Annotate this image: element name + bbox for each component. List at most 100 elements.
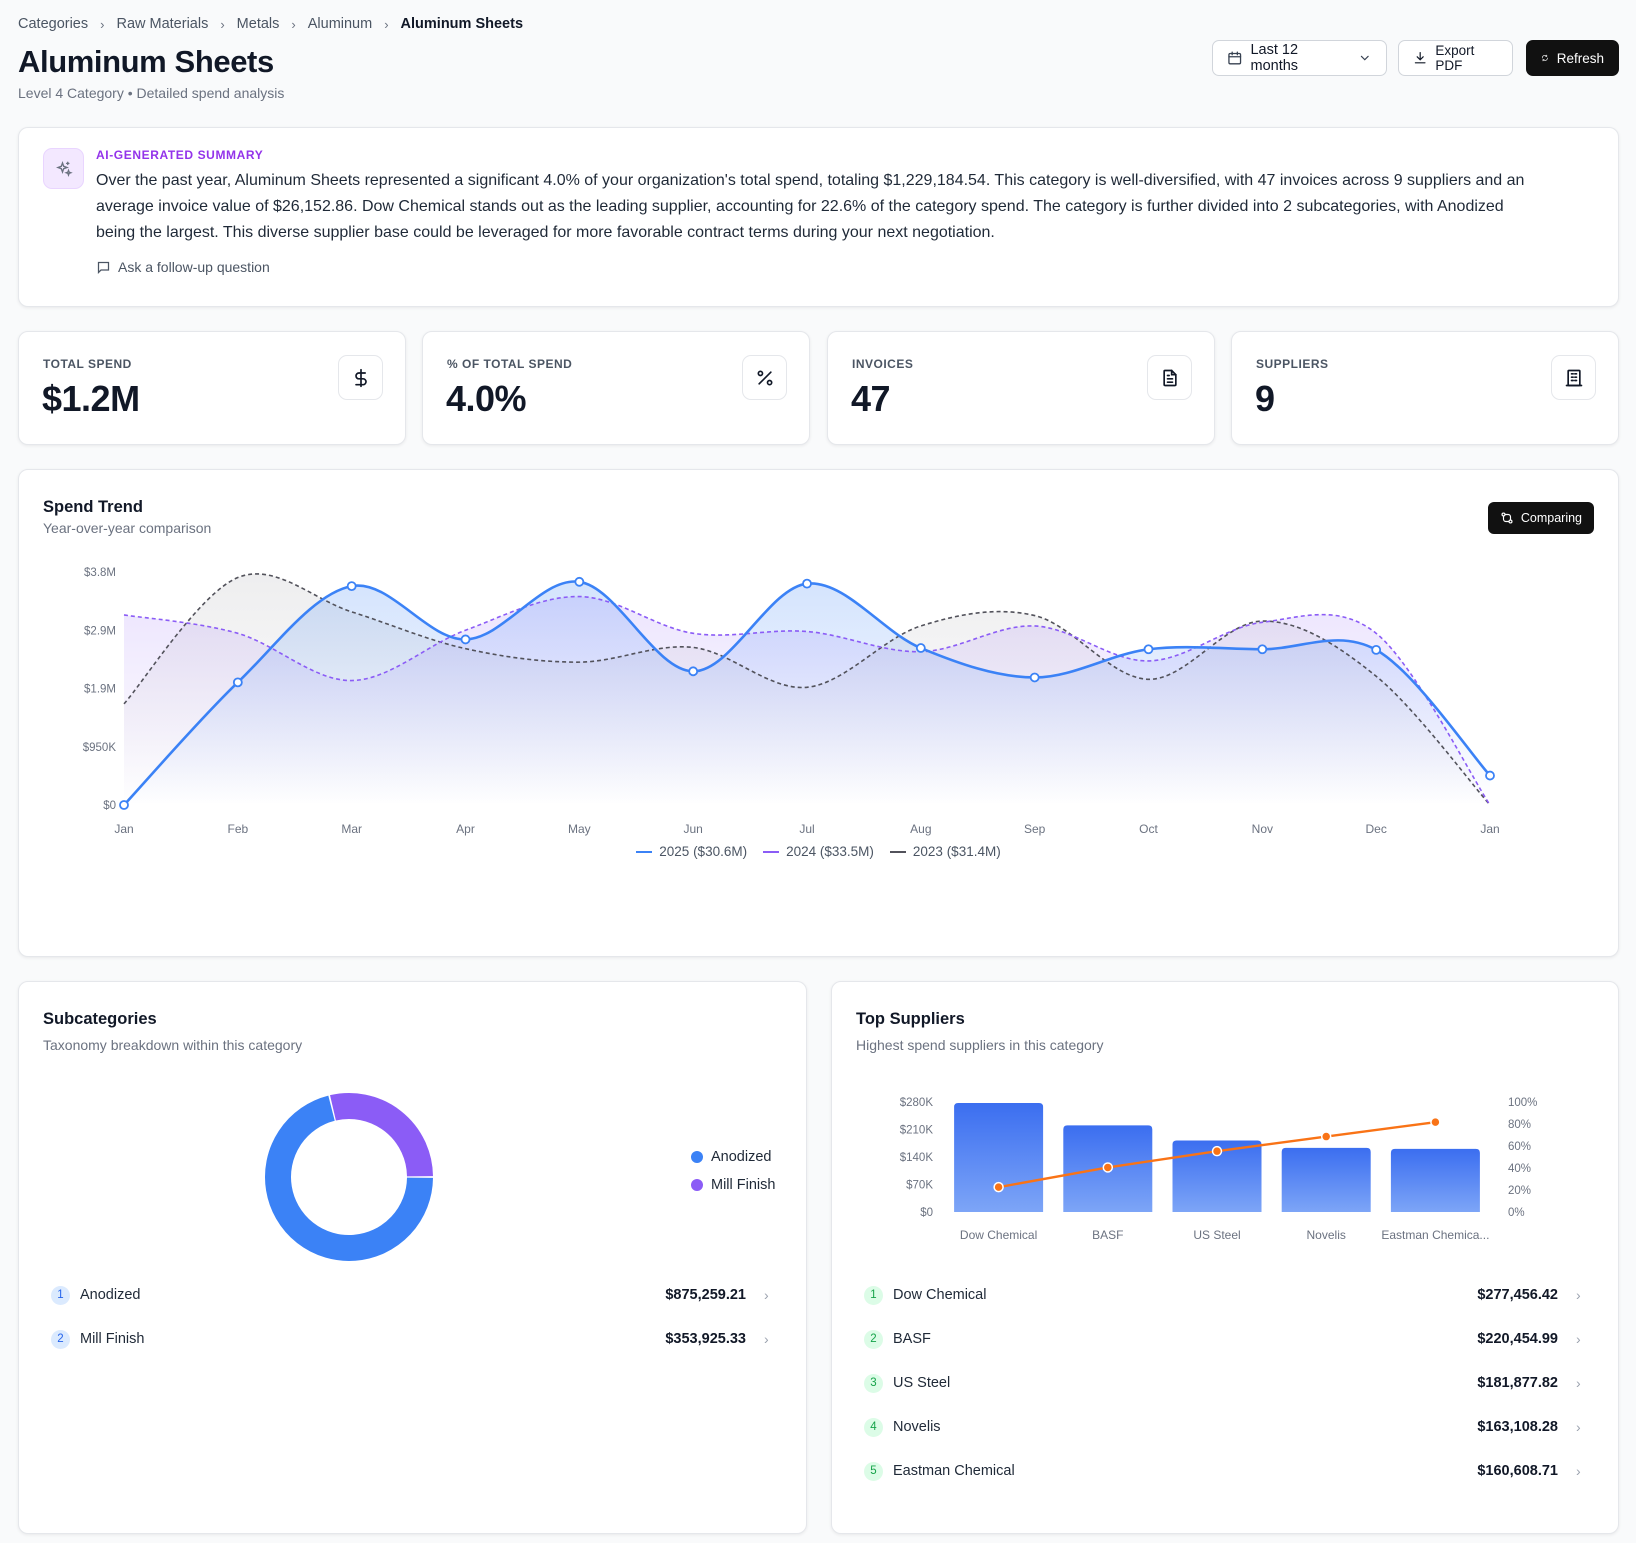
percent-icon xyxy=(742,355,787,400)
legend-item-2024[interactable]: 2024 ($33.5M) xyxy=(763,844,874,859)
sparkles-icon xyxy=(43,148,84,189)
series-line-2024 ($33.5M) xyxy=(123,595,1491,806)
breadcrumb-raw-materials[interactable]: Raw Materials xyxy=(116,16,209,32)
kpi-label: % OF TOTAL SPEND xyxy=(447,357,573,371)
kpi-value: 47 xyxy=(851,378,891,419)
x-tick-label: Aug xyxy=(910,822,931,836)
y2-tick-label: 20% xyxy=(1508,1185,1531,1197)
data-point xyxy=(802,578,812,589)
chevron-down-icon xyxy=(1361,55,1370,61)
chevron-right-icon: › xyxy=(1576,1287,1581,1303)
top-suppliers-card: Top Suppliers Highest spend suppliers in… xyxy=(831,981,1619,1534)
comparing-toggle[interactable]: Comparing xyxy=(1487,502,1594,534)
supplier-amount: $181,877.82 xyxy=(1477,1375,1558,1391)
y2-tick-label: 100% xyxy=(1508,1097,1537,1109)
x-tick-label: Dec xyxy=(1365,822,1386,836)
legend-item-2023[interactable]: 2023 ($31.4M) xyxy=(889,844,1001,859)
subcategories-title: Subcategories xyxy=(43,1010,157,1028)
x-tick-label: Dow Chemical xyxy=(960,1228,1037,1242)
supplier-amount: $163,108.28 xyxy=(1477,1419,1558,1435)
chevron-right-icon: › xyxy=(764,1287,769,1303)
spend-trend-chart: $0 $950K $1.9M $2.9M $3.8M Jan Feb Mar Apr May Jun… xyxy=(83,567,1500,836)
x-tick-label: Novelis xyxy=(1307,1228,1346,1242)
x-tick-label: Feb xyxy=(227,822,248,836)
supplier-name: US Steel xyxy=(893,1375,951,1391)
rank-badge: 3 xyxy=(864,1373,883,1393)
dollar-icon xyxy=(338,355,383,400)
bar xyxy=(1172,1140,1262,1212)
breadcrumb-aluminum[interactable]: Aluminum xyxy=(307,16,373,32)
list-item[interactable]: 3 US Steel $181,877.82 › xyxy=(864,1368,1586,1398)
list-item[interactable]: 1 Dow Chemical $277,456.42 › xyxy=(864,1280,1586,1310)
data-point xyxy=(1143,644,1154,655)
calendar-icon xyxy=(1228,51,1242,65)
donut-slice-Anodized xyxy=(265,1095,433,1261)
supplier-name: BASF xyxy=(893,1331,931,1347)
legend-label: 2024 ($33.5M) xyxy=(786,844,874,859)
kpi-value: 4.0% xyxy=(446,378,527,419)
x-tick-label: Jan xyxy=(114,822,133,836)
date-range-select[interactable]: Last 12 months xyxy=(1212,40,1387,76)
spend-trend-subtitle: Year-over-year comparison xyxy=(43,520,212,536)
chevron-right-icon: › xyxy=(100,16,105,32)
date-range-label: Last 12 months xyxy=(1250,42,1299,74)
rank-badge: 2 xyxy=(51,1329,70,1349)
y-tick-label: $70K xyxy=(906,1180,933,1192)
donut-slice-Mill Finish xyxy=(330,1093,433,1177)
x-tick-label: Jun xyxy=(683,822,702,836)
ai-summary-text: Over the past year, Aluminum Sheets repr… xyxy=(96,172,1525,241)
y2-tick-label: 80% xyxy=(1508,1119,1531,1131)
data-point xyxy=(460,634,471,645)
legend-label: 2025 ($30.6M) xyxy=(659,844,748,859)
list-item[interactable]: 4 Novelis $163,108.28 › xyxy=(864,1412,1586,1442)
legend-item-2025[interactable]: 2025 ($30.6M) xyxy=(636,844,747,859)
subcategory-amount: $353,925.33 xyxy=(665,1331,746,1347)
x-tick-label: Sep xyxy=(1024,822,1046,836)
donut-legend-mill-finish[interactable]: Mill Finish xyxy=(691,1177,775,1193)
subcategory-name: Mill Finish xyxy=(80,1331,145,1347)
breadcrumb-metals[interactable]: Metals xyxy=(236,16,280,32)
export-pdf-label: Export PDF xyxy=(1435,43,1475,73)
chevron-right-icon: › xyxy=(1576,1375,1581,1391)
list-item[interactable]: 2 BASF $220,454.99 › xyxy=(864,1324,1586,1354)
page-title: Aluminum Sheets xyxy=(18,44,274,79)
refresh-button[interactable]: Refresh xyxy=(1526,40,1619,76)
message-icon xyxy=(97,261,110,274)
y2-tick-label: 60% xyxy=(1508,1141,1531,1153)
kpi-label: SUPPLIERS xyxy=(1256,357,1329,371)
cumulative-point xyxy=(1211,1145,1223,1157)
y-tick-label: $140K xyxy=(900,1152,934,1164)
cumulative-point xyxy=(993,1181,1004,1193)
chevron-right-icon: › xyxy=(764,1331,769,1347)
page-subtitle: Level 4 Category • Detailed spend analys… xyxy=(18,85,285,101)
kpi-card-percent-spend: % OF TOTAL SPEND 4.0% xyxy=(422,331,810,445)
kpi-card-invoices: INVOICES 47 xyxy=(827,331,1215,445)
kpi-card-total-spend: TOTAL SPEND $1.2M xyxy=(18,331,406,445)
trend-legend: 2025 ($30.6M) 2024 ($33.5M) 2023 ($31.4M… xyxy=(19,844,1618,859)
y-tick-label: $210K xyxy=(900,1125,934,1137)
chevron-right-icon: › xyxy=(1576,1463,1581,1479)
series-area-0 xyxy=(124,581,1490,805)
data-point xyxy=(1257,644,1268,655)
refresh-label: Refresh xyxy=(1556,50,1604,66)
list-item[interactable]: 2 Mill Finish $353,925.33 › xyxy=(51,1324,774,1354)
ask-followup-link[interactable]: Ask a follow-up question xyxy=(96,259,270,275)
data-point xyxy=(1371,644,1382,655)
y-tick-label: $3.8M xyxy=(84,567,116,579)
bar xyxy=(954,1102,1044,1212)
donut-legend-anodized[interactable]: Anodized xyxy=(691,1149,771,1165)
breadcrumb-categories[interactable]: Categories xyxy=(18,16,89,32)
rank-badge: 4 xyxy=(864,1417,883,1437)
y-tick-label: $0 xyxy=(103,800,116,812)
x-tick-label: Jul xyxy=(799,822,814,836)
list-item[interactable]: 1 Anodized $875,259.21 › xyxy=(51,1280,774,1310)
legend-label: Mill Finish xyxy=(711,1177,776,1193)
supplier-pareto-chart: $0 $70K $140K $210K $280K 0% 20% 40% 60% 80% 100% D… xyxy=(900,1097,1538,1242)
list-item[interactable]: 5 Eastman Chemical $160,608.71 › xyxy=(864,1456,1586,1486)
legend-label: Anodized xyxy=(711,1149,772,1165)
refresh-icon xyxy=(1541,54,1548,62)
rank-badge: 2 xyxy=(864,1329,883,1349)
breadcrumb-current: Aluminum Sheets xyxy=(400,16,524,32)
cumulative-point xyxy=(1102,1162,1114,1173)
export-pdf-button[interactable]: Export PDF xyxy=(1398,40,1513,76)
